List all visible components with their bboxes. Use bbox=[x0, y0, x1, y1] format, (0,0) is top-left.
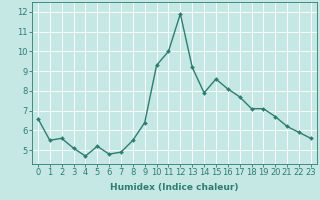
X-axis label: Humidex (Indice chaleur): Humidex (Indice chaleur) bbox=[110, 183, 239, 192]
